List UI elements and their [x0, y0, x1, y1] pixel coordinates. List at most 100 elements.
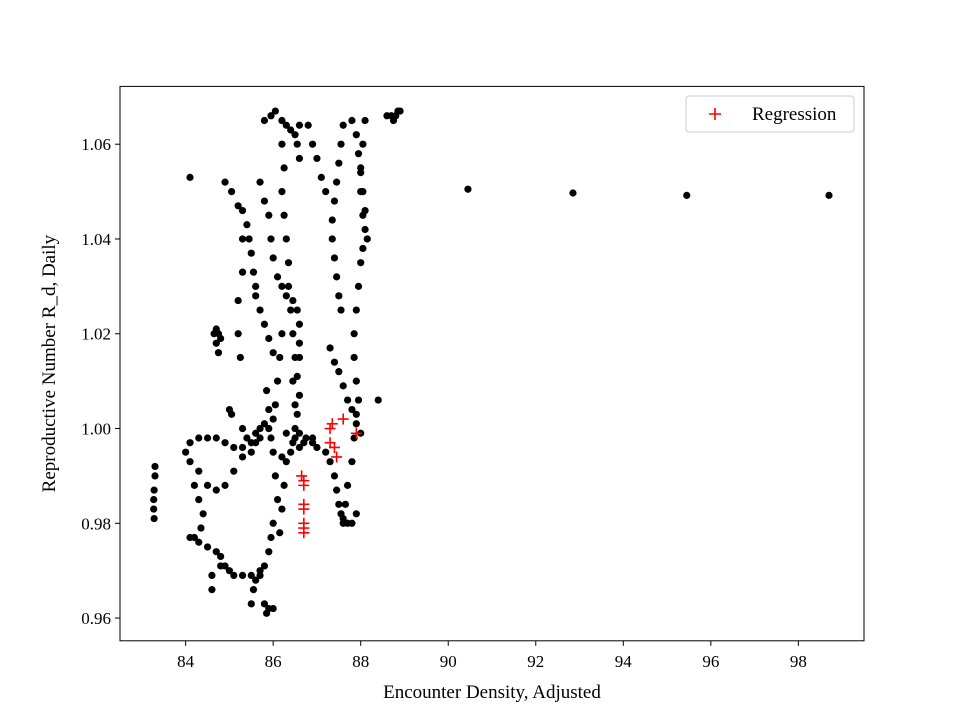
data-point — [225, 567, 234, 575]
legend-plus-marker — [709, 108, 721, 120]
x-tick-label: 98 — [790, 652, 807, 671]
data-point — [267, 533, 275, 542]
data-point — [464, 185, 472, 193]
data-point — [238, 424, 247, 433]
data-point — [354, 150, 363, 158]
data-point — [328, 235, 336, 243]
data-point — [238, 235, 247, 243]
data-point — [252, 282, 260, 290]
data-point — [238, 268, 247, 276]
data-point — [337, 140, 345, 148]
data-point — [256, 178, 264, 186]
data-point — [317, 173, 325, 181]
data-point — [203, 481, 212, 489]
data-point — [352, 377, 360, 385]
data-point — [247, 448, 255, 456]
data-point — [221, 439, 229, 447]
data-point — [203, 543, 212, 551]
data-point — [195, 434, 203, 442]
data-point — [282, 429, 290, 437]
regression-point — [298, 527, 310, 539]
data-point — [260, 320, 269, 328]
data-point — [335, 368, 343, 376]
data-point — [238, 206, 247, 215]
data-point — [359, 140, 367, 148]
data-point — [243, 221, 251, 229]
y-tick-label: 0.98 — [81, 514, 111, 533]
data-point — [256, 567, 264, 575]
data-point — [210, 330, 218, 338]
data-point — [256, 306, 264, 314]
x-tick-label: 86 — [265, 652, 282, 671]
regression-point — [331, 451, 343, 463]
data-point — [289, 296, 297, 305]
data-point — [304, 121, 312, 129]
data-point — [291, 131, 299, 139]
data-point — [330, 472, 339, 480]
data-point — [267, 112, 275, 120]
data-point — [228, 187, 236, 196]
data-point — [150, 495, 158, 504]
data-point — [295, 429, 304, 437]
data-point — [278, 330, 286, 338]
data-point — [271, 401, 279, 409]
regression-point — [298, 479, 310, 491]
data-point — [260, 600, 269, 608]
data-point — [150, 505, 158, 513]
data-point — [265, 211, 273, 219]
data-point — [273, 377, 282, 385]
data-point — [238, 571, 247, 580]
data-point — [278, 140, 286, 148]
data-point — [287, 126, 295, 134]
regression-point — [337, 413, 349, 425]
data-point — [359, 244, 367, 253]
data-point — [335, 500, 343, 508]
data-point — [267, 434, 275, 442]
data-point — [228, 410, 236, 418]
y-tick-label: 1.04 — [81, 230, 111, 249]
x-tick-label: 84 — [177, 652, 195, 671]
data-point — [267, 235, 275, 243]
data-point — [357, 164, 365, 172]
data-point — [208, 571, 216, 580]
data-point — [352, 420, 360, 428]
data-point — [293, 372, 301, 380]
data-point — [337, 306, 345, 314]
data-point — [293, 306, 301, 314]
data-point — [313, 443, 321, 452]
data-point — [287, 448, 295, 456]
data-point — [276, 353, 284, 362]
data-point — [348, 519, 356, 527]
regression-point — [326, 418, 338, 430]
data-point — [234, 296, 242, 305]
regression-point — [328, 441, 340, 453]
regression-point — [296, 470, 308, 482]
data-point — [150, 514, 158, 523]
regression-point — [298, 503, 310, 515]
data-point — [383, 112, 391, 120]
data-point — [282, 292, 290, 300]
data-point — [182, 448, 190, 456]
data-point — [217, 334, 225, 343]
data-point — [359, 211, 367, 219]
data-point — [269, 604, 277, 613]
data-point — [289, 330, 297, 338]
data-point — [361, 225, 369, 234]
data-point — [295, 121, 304, 129]
data-point — [287, 306, 295, 314]
data-point — [333, 273, 341, 281]
legend: Regression — [685, 95, 855, 133]
data-point — [295, 391, 304, 399]
data-point — [273, 273, 282, 281]
data-point — [291, 424, 299, 433]
data-point — [269, 415, 277, 423]
data-point — [221, 481, 229, 489]
data-point — [284, 259, 293, 267]
plot-frame — [119, 85, 865, 642]
data-point — [280, 211, 288, 219]
data-point — [291, 434, 299, 442]
x-axis-label: Encounter Density, Adjusted — [383, 682, 601, 703]
data-point — [330, 254, 339, 262]
data-point — [357, 187, 365, 196]
x-tick-label: 90 — [440, 652, 457, 671]
